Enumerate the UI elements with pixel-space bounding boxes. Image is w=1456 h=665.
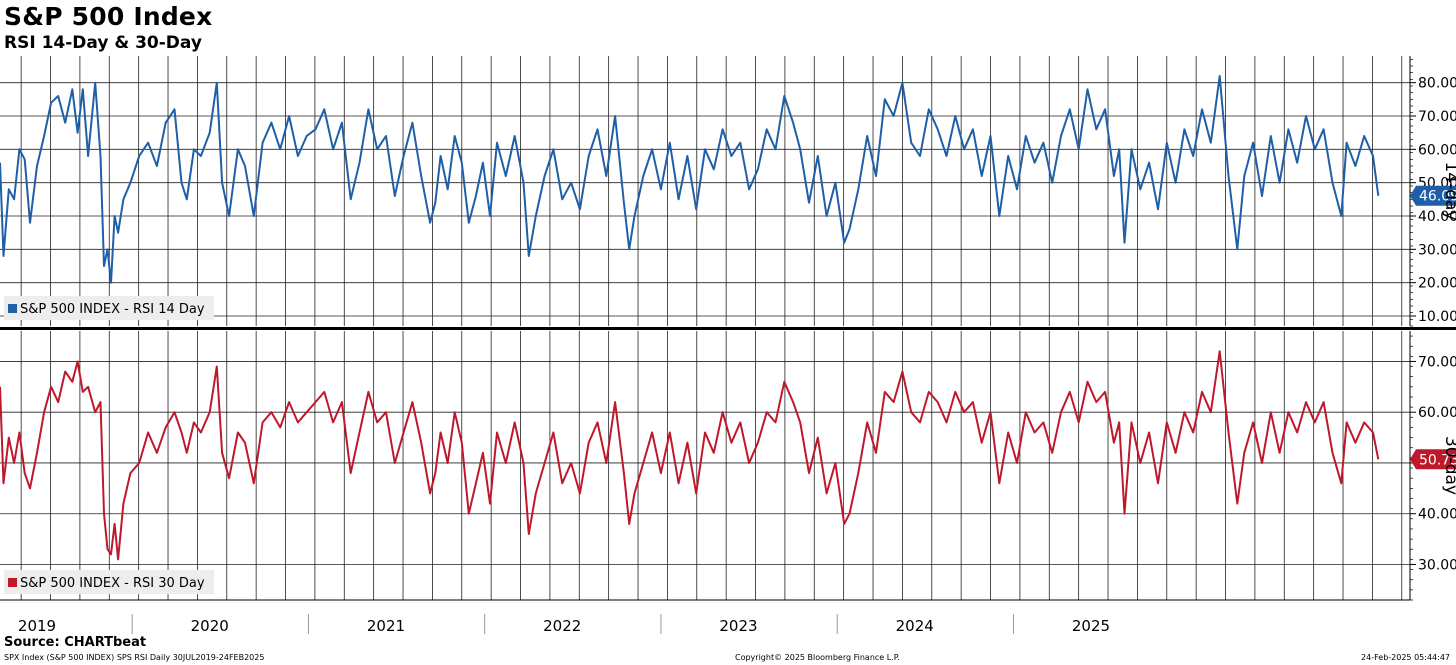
plot-area-bottom (0, 331, 1410, 600)
footer-timestamp: 24-Feb-2025 05:44:47 (1361, 653, 1450, 662)
series-line-bottom (0, 350, 1380, 561)
series-line-top (0, 75, 1380, 284)
x-tick-label: 2021 (367, 617, 405, 635)
plot-area-top (0, 56, 1410, 326)
y-tick-label: 40.00 (1418, 507, 1456, 523)
last-value-label-top: 46.09 (1419, 189, 1456, 205)
y-tick-label: 80.00 (1418, 76, 1456, 92)
y-tick-label: 30.00 (1418, 242, 1456, 258)
x-tick-label: 2019 (18, 617, 56, 635)
legend-box-top (4, 296, 214, 320)
x-tick-label: 2024 (896, 617, 934, 635)
source-note: Source: CHARTbeat (4, 635, 147, 650)
y-tick-label: 70.00 (1418, 354, 1456, 370)
footer-copyright: Copyright© 2025 Bloomberg Finance L.P. (735, 653, 900, 662)
legend-label-bottom: S&P 500 INDEX - RSI 30 Day (20, 576, 205, 591)
y-tick-label: 60.00 (1418, 142, 1456, 158)
x-tick-label: 2022 (543, 617, 581, 635)
legend-swatch-top (8, 304, 17, 313)
last-value-badge-top (1410, 185, 1456, 206)
y-tick-label: 60.00 (1418, 405, 1456, 421)
chart-subtitle: RSI 14-Day & 30-Day (4, 33, 202, 53)
last-value-label-bottom: 50.73 (1419, 452, 1456, 468)
last-value-badge-bottom (1410, 449, 1456, 470)
legend-label-top: S&P 500 INDEX - RSI 14 Day (20, 302, 205, 317)
legend-swatch-bottom (8, 578, 17, 587)
x-tick-label: 2025 (1072, 617, 1110, 635)
y-tick-label: 70.00 (1418, 109, 1456, 125)
footer-series-info: SPX Index (S&P 500 INDEX) SPS RSI Daily … (4, 653, 265, 662)
rsi-chart: 10.0020.0030.0040.0050.0060.0070.0080.00… (0, 56, 1456, 635)
x-tick-label: 2023 (719, 617, 757, 635)
chart-title: S&P 500 Index (4, 2, 213, 31)
y-tick-label: 40.00 (1418, 209, 1456, 225)
y-tick-label: 10.00 (1418, 309, 1456, 325)
y-axis-label-top: 14-day (1441, 161, 1456, 220)
legend-box-bottom (4, 570, 214, 594)
y-tick-label: 20.00 (1418, 276, 1456, 292)
y-axis-label-bottom: 30-day (1441, 436, 1456, 495)
x-tick-label: 2020 (191, 617, 229, 635)
y-tick-label: 30.00 (1418, 557, 1456, 573)
